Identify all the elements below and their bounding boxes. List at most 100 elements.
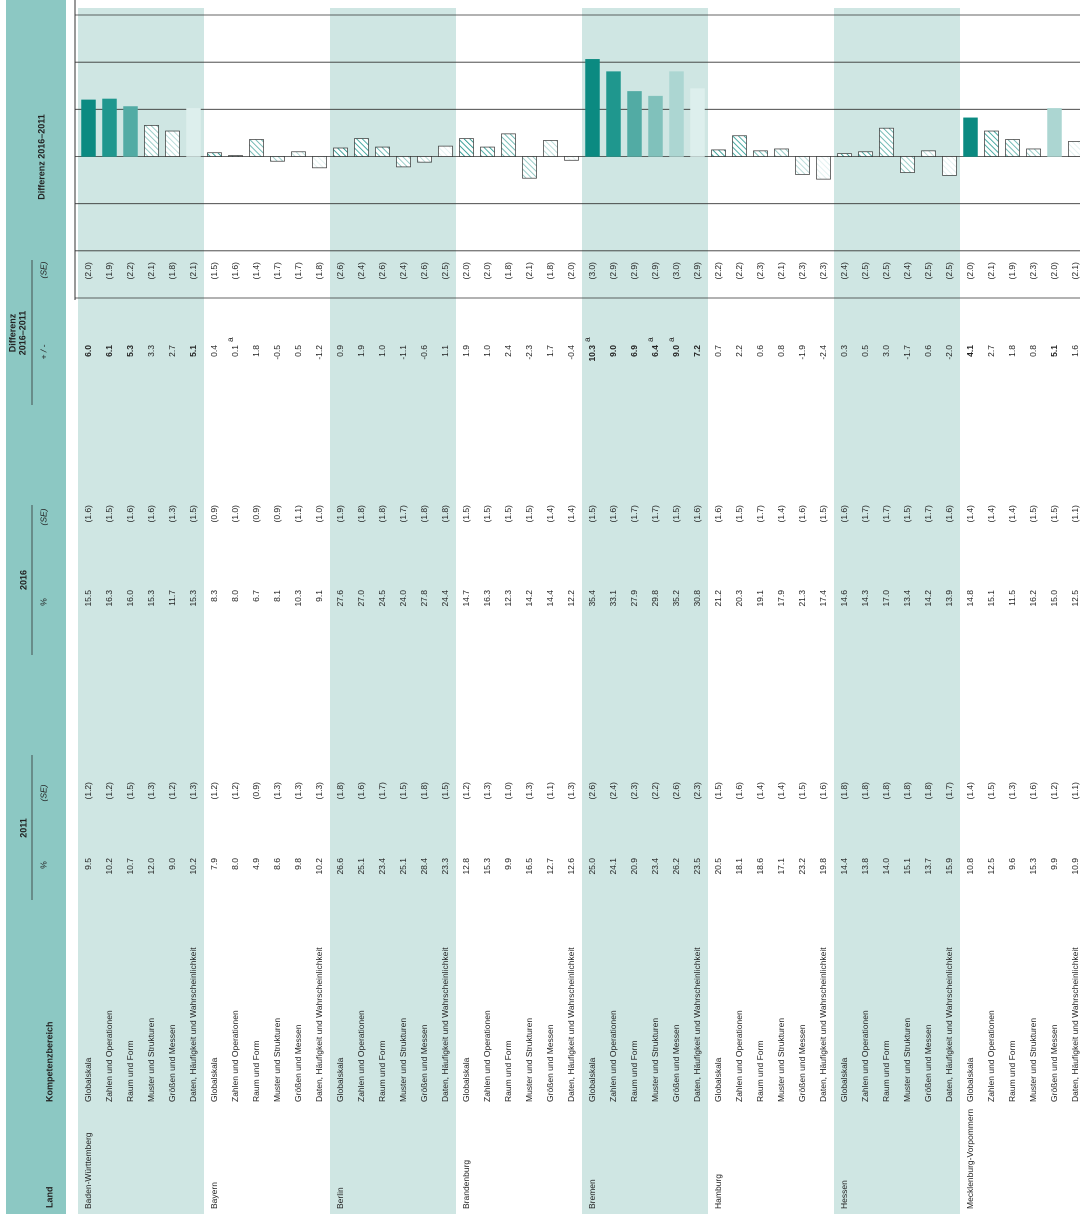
pct-2016: 21.3 (797, 590, 807, 607)
bar (732, 135, 747, 157)
area: Muster und Strukturen (146, 1018, 156, 1102)
pct-2011: 15.3 (1028, 858, 1038, 875)
se-diff: (2.5) (440, 262, 450, 280)
se-2016: (1.8) (419, 505, 429, 523)
se-2016: (1.5) (503, 505, 513, 523)
diff: 0.9 (335, 345, 345, 357)
se-diff: (2.4) (398, 262, 408, 280)
se-2016: (1.7) (629, 505, 639, 523)
diff: -2.0 (944, 345, 954, 360)
pct-2016: 12.5 (1070, 590, 1080, 607)
bar (207, 152, 222, 157)
se-2016: (1.7) (755, 505, 765, 523)
bar (501, 133, 516, 157)
pct-2016: 14.2 (524, 590, 534, 607)
pct-2016: 16.2 (1028, 590, 1038, 607)
area: Globalskala (713, 1057, 723, 1102)
se-diff: (2.3) (755, 262, 765, 280)
se-2016: (1.7) (860, 505, 870, 523)
se-2016: (1.0) (230, 505, 240, 523)
se-diff: (1.4) (251, 262, 261, 280)
pct-2011: 19.8 (818, 858, 828, 875)
pct-2011: 15.9 (944, 858, 954, 875)
pct-2011: 26.2 (671, 858, 681, 875)
diff: 1.1 (440, 345, 450, 357)
area: Raum und Form (755, 1041, 765, 1102)
area: Raum und Form (125, 1041, 135, 1102)
diff: 10.3 (587, 345, 597, 362)
pct-2016: 15.3 (188, 590, 198, 607)
se-2011: (1.8) (902, 782, 912, 800)
area: Größen und Messen (419, 1024, 429, 1102)
pct-2016: 17.9 (776, 590, 786, 607)
pct-2016: 27.9 (629, 590, 639, 607)
header-bar (6, 0, 66, 1214)
pct-2011: 9.9 (503, 858, 513, 870)
diff: 1.6 (1070, 345, 1080, 357)
bar (81, 99, 96, 157)
diff-note: a (645, 337, 655, 342)
diff: 7.2 (692, 345, 702, 357)
se-2016: (1.5) (104, 505, 114, 523)
area: Größen und Messen (167, 1024, 177, 1102)
se-2011: (1.1) (1070, 782, 1080, 800)
pct-2011: 24.1 (608, 858, 618, 875)
pct-2016: 14.4 (545, 590, 555, 607)
se-2011: (1.6) (356, 782, 366, 800)
pct-2011: 12.8 (461, 858, 471, 875)
header-se: (SE) (38, 784, 48, 801)
se-diff: (2.5) (881, 262, 891, 280)
se-diff: (2.1) (188, 262, 198, 280)
se-2011: (1.5) (713, 782, 723, 800)
se-2011: (1.5) (986, 782, 996, 800)
se-2016: (1.6) (944, 505, 954, 523)
se-2011: (1.8) (860, 782, 870, 800)
pct-2011: 23.3 (440, 858, 450, 875)
bar (690, 88, 705, 157)
diff: 0.7 (713, 345, 723, 357)
pct-2016: 14.3 (860, 590, 870, 607)
se-diff: (1.8) (503, 262, 513, 280)
pct-2011: 10.2 (104, 858, 114, 875)
diff: 0.4 (209, 345, 219, 357)
se-diff: (1.7) (293, 262, 303, 280)
header-percent: % (38, 598, 48, 606)
bar (648, 95, 663, 157)
area: Raum und Form (629, 1041, 639, 1102)
pct-2016: 10.3 (293, 590, 303, 607)
se-2016: (1.9) (335, 505, 345, 523)
se-diff: (2.4) (839, 262, 849, 280)
se-2011: (1.2) (209, 782, 219, 800)
se-2016: (1.5) (671, 505, 681, 523)
se-diff: (2.3) (1028, 262, 1038, 280)
se-diff: (2.2) (125, 262, 135, 280)
area: Daten, Häufigkeit und Wahrscheinlichkeit (692, 947, 702, 1102)
se-2011: (1.5) (797, 782, 807, 800)
se-2011: (1.5) (125, 782, 135, 800)
se-2011: (2.4) (608, 782, 618, 800)
state-band (330, 8, 456, 1214)
bar (102, 98, 117, 157)
area: Globalskala (587, 1057, 597, 1102)
se-diff: (2.1) (146, 262, 156, 280)
pct-2011: 10.8 (965, 858, 975, 875)
area: Daten, Häufigkeit und Wahrscheinlichkeit (1070, 947, 1080, 1102)
se-2016: (1.0) (314, 505, 324, 523)
area: Raum und Form (1007, 1041, 1017, 1102)
diff: -0.6 (419, 345, 429, 360)
pct-2011: 9.9 (1049, 858, 1059, 870)
se-diff: (2.1) (1070, 262, 1080, 280)
diff: 5.1 (1049, 345, 1059, 357)
pct-2011: 20.5 (713, 858, 723, 875)
pct-2016: 14.6 (839, 590, 849, 607)
se-2011: (1.1) (545, 782, 555, 800)
bar (585, 59, 600, 157)
se-2016: (1.4) (566, 505, 576, 523)
area: Daten, Häufigkeit und Wahrscheinlichkeit (440, 947, 450, 1102)
se-2011: (1.2) (167, 782, 177, 800)
pct-2016: 14.7 (461, 590, 471, 607)
pct-2011: 10.9 (1070, 858, 1080, 875)
diff: 6.4 (650, 345, 660, 357)
se-2011: (2.6) (671, 782, 681, 800)
se-2016: (0.9) (209, 505, 219, 523)
